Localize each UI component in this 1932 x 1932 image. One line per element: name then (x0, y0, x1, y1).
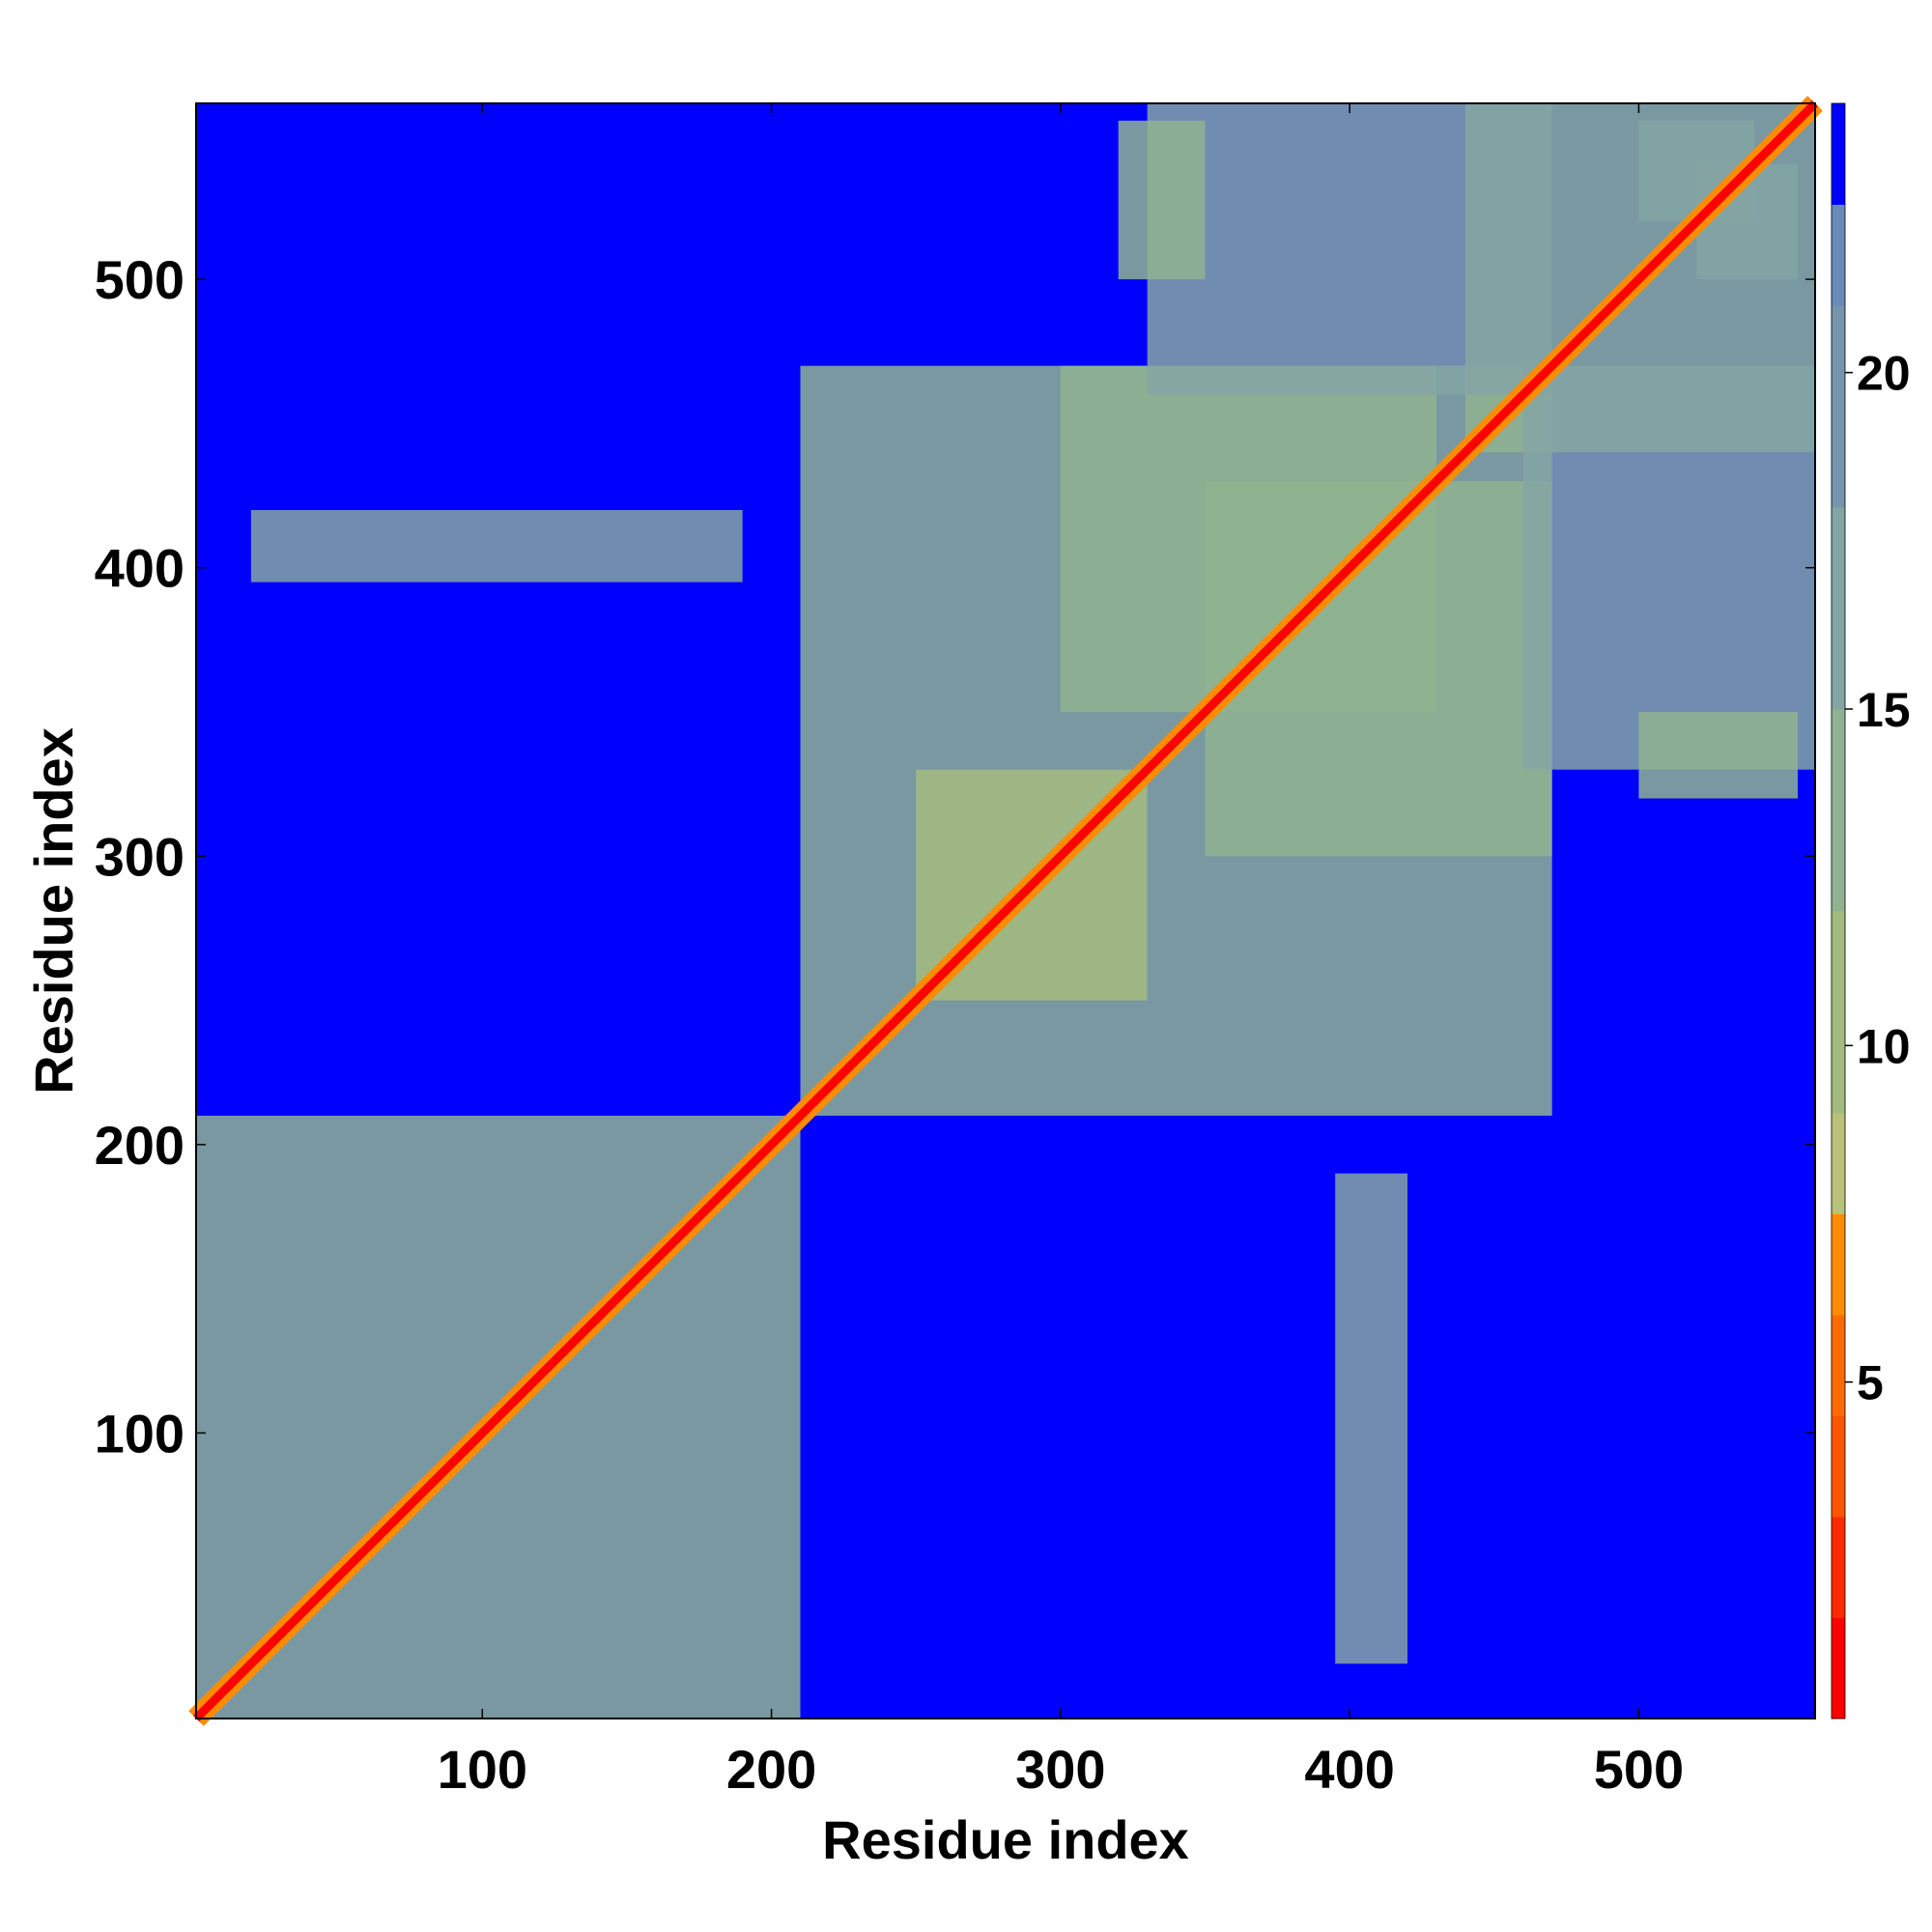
colorbar-segment (1832, 1213, 1845, 1316)
colorbar-segment (1832, 1415, 1845, 1518)
heatmap-cell (1638, 711, 1799, 799)
x-tick-label: 200 (726, 1739, 816, 1800)
x-tick-label: 500 (1594, 1739, 1684, 1800)
colorbar-segment (1832, 1517, 1845, 1618)
colorbar-segment (1832, 507, 1845, 710)
heatmap-cell (1522, 365, 1815, 770)
plot-area (188, 96, 1823, 1726)
y-tick-label: 200 (95, 1115, 185, 1176)
x-axis: 100 200 300 400 500 (438, 103, 1684, 1800)
colorbar-tick-label: 20 (1857, 347, 1911, 401)
heatmap-cell (1118, 120, 1206, 280)
colorbar-segment (1832, 103, 1845, 205)
x-tick-label: 400 (1304, 1739, 1394, 1800)
y-tick-label: 100 (95, 1403, 185, 1463)
y-tick-label: 300 (95, 826, 185, 887)
colorbar-segment (1832, 204, 1845, 306)
heatmap-diagonal (188, 96, 1823, 1726)
x-axis-label: Residue index (822, 1809, 1189, 1870)
plot-frame (195, 102, 1816, 1719)
colorbar-tick-label: 5 (1857, 1356, 1884, 1410)
x-tick-label: 300 (1015, 1739, 1105, 1800)
colorbar-frame (1831, 102, 1846, 1719)
colorbar-segment (1832, 1617, 1845, 1719)
colorbar-segment (1832, 709, 1845, 912)
y-axis: 100 200 300 400 500 (95, 249, 1815, 1463)
colorbar-segment (1832, 1113, 1845, 1214)
y-tick-label: 500 (95, 249, 185, 310)
y-axis-label: Residue index (23, 727, 84, 1094)
colorbar-tick-label: 15 (1857, 683, 1911, 737)
heatmap-diagonal-core (192, 99, 1819, 1722)
heatmap-cell (1147, 103, 1552, 395)
heatmap-cell (1335, 1173, 1408, 1664)
colorbar-segment (1832, 911, 1845, 1114)
colorbar-segment (1832, 1315, 1845, 1416)
colorbar-segment (1832, 305, 1845, 508)
colorbar-tick-label: 10 (1857, 1019, 1911, 1073)
heatmap-cell (250, 509, 743, 582)
y-tick-label: 400 (95, 538, 185, 599)
x-tick-label: 100 (438, 1739, 527, 1800)
colorbar: 5 10 15 20 (1831, 102, 1911, 1719)
